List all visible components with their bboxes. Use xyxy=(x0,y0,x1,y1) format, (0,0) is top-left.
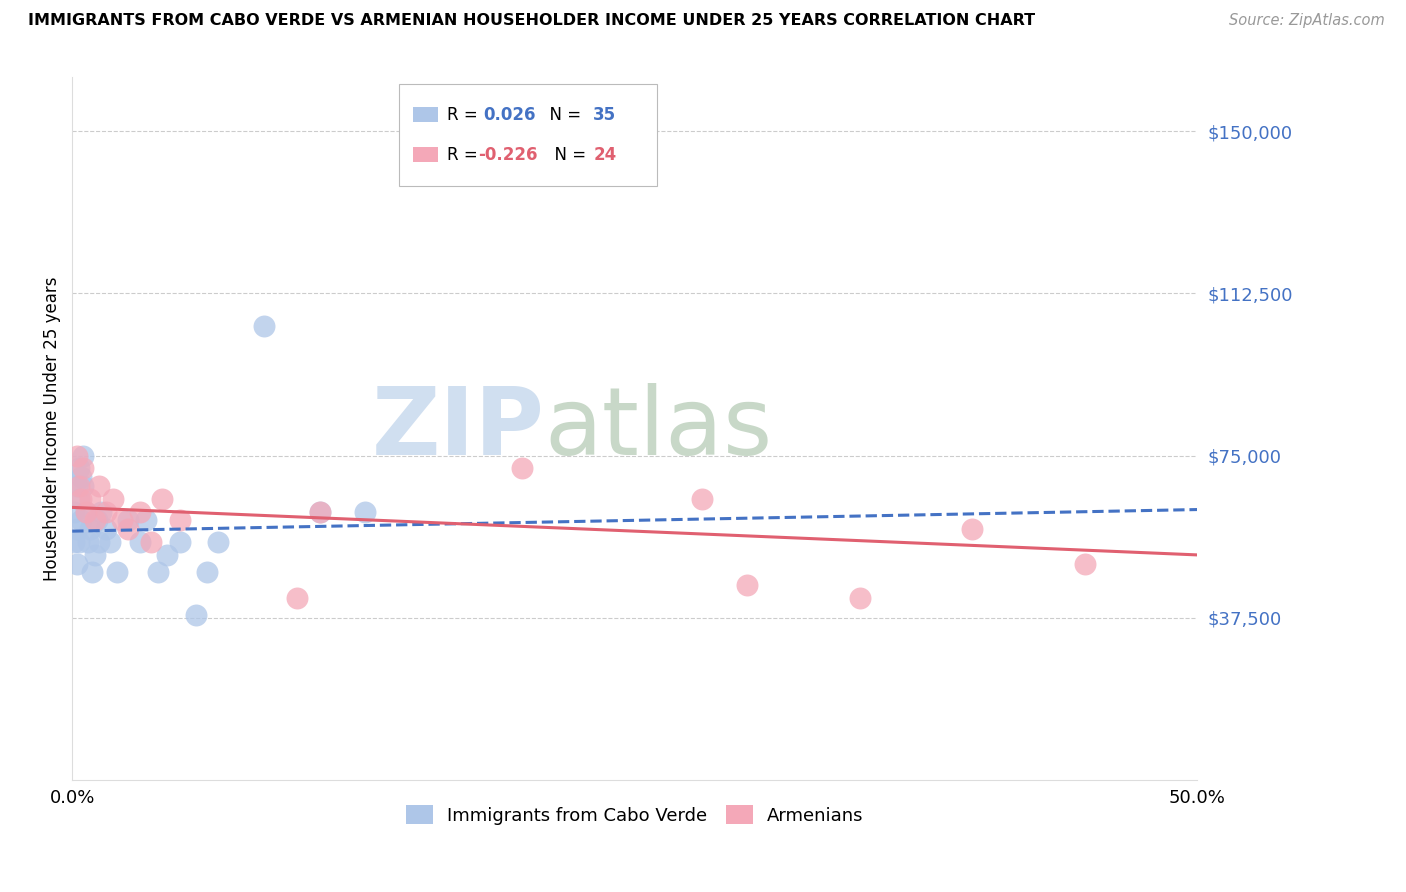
Point xyxy=(83,513,105,527)
Point xyxy=(72,479,94,493)
Y-axis label: Householder Income Under 25 years: Householder Income Under 25 years xyxy=(44,277,60,581)
Point xyxy=(70,513,93,527)
Point xyxy=(1074,557,1097,571)
Text: atlas: atlas xyxy=(544,383,773,475)
Point xyxy=(66,522,89,536)
Point xyxy=(72,449,94,463)
Point xyxy=(128,535,150,549)
Point xyxy=(252,318,274,333)
Text: 0.026: 0.026 xyxy=(482,105,536,124)
Point xyxy=(207,535,229,549)
Point xyxy=(692,491,714,506)
Point xyxy=(70,470,93,484)
Point xyxy=(169,535,191,549)
Point xyxy=(308,505,330,519)
Point xyxy=(353,505,375,519)
Text: 24: 24 xyxy=(593,145,616,163)
Point xyxy=(100,535,122,549)
Point xyxy=(184,608,207,623)
Point xyxy=(308,505,330,519)
Bar xyxy=(413,107,437,122)
Point xyxy=(63,505,86,519)
Point xyxy=(737,578,759,592)
Text: 35: 35 xyxy=(593,105,616,124)
Point xyxy=(962,522,984,536)
Point xyxy=(105,565,128,579)
Point xyxy=(86,513,108,527)
Point xyxy=(94,505,117,519)
Point xyxy=(195,565,218,579)
Legend: Immigrants from Cabo Verde, Armenians: Immigrants from Cabo Verde, Armenians xyxy=(396,797,873,834)
Point xyxy=(94,522,117,536)
Point xyxy=(169,513,191,527)
Point xyxy=(111,513,134,527)
Text: IMMIGRANTS FROM CABO VERDE VS ARMENIAN HOUSEHOLDER INCOME UNDER 25 YEARS CORRELA: IMMIGRANTS FROM CABO VERDE VS ARMENIAN H… xyxy=(28,13,1035,29)
Text: Source: ZipAtlas.com: Source: ZipAtlas.com xyxy=(1229,13,1385,29)
Point xyxy=(117,522,139,536)
Point xyxy=(67,491,90,506)
Point xyxy=(67,479,90,493)
Bar xyxy=(413,147,437,162)
Point xyxy=(285,591,308,606)
Text: N =: N = xyxy=(538,105,586,124)
Point xyxy=(77,535,100,549)
Point xyxy=(66,479,89,493)
Point xyxy=(82,565,104,579)
Point xyxy=(67,535,90,549)
Point xyxy=(75,505,97,519)
Point xyxy=(128,505,150,519)
Point xyxy=(67,461,90,475)
Point xyxy=(66,449,89,463)
Point xyxy=(79,491,101,506)
Point xyxy=(156,548,179,562)
Text: N =: N = xyxy=(544,145,591,163)
FancyBboxPatch shape xyxy=(398,85,657,186)
Point xyxy=(135,513,157,527)
Text: -0.226: -0.226 xyxy=(478,145,538,163)
Text: ZIP: ZIP xyxy=(373,383,544,475)
Text: R =: R = xyxy=(447,145,482,163)
Point xyxy=(849,591,872,606)
Point xyxy=(66,557,89,571)
Point xyxy=(79,522,101,536)
Point xyxy=(63,535,86,549)
Point xyxy=(83,548,105,562)
Point xyxy=(139,535,162,549)
Text: R =: R = xyxy=(447,105,488,124)
Point xyxy=(89,535,111,549)
Point xyxy=(72,461,94,475)
Point xyxy=(117,513,139,527)
Point xyxy=(75,505,97,519)
Point xyxy=(510,461,533,475)
Point xyxy=(70,491,93,506)
Point xyxy=(146,565,169,579)
Point xyxy=(101,491,124,506)
Point xyxy=(90,505,112,519)
Point xyxy=(89,479,111,493)
Point xyxy=(150,491,173,506)
